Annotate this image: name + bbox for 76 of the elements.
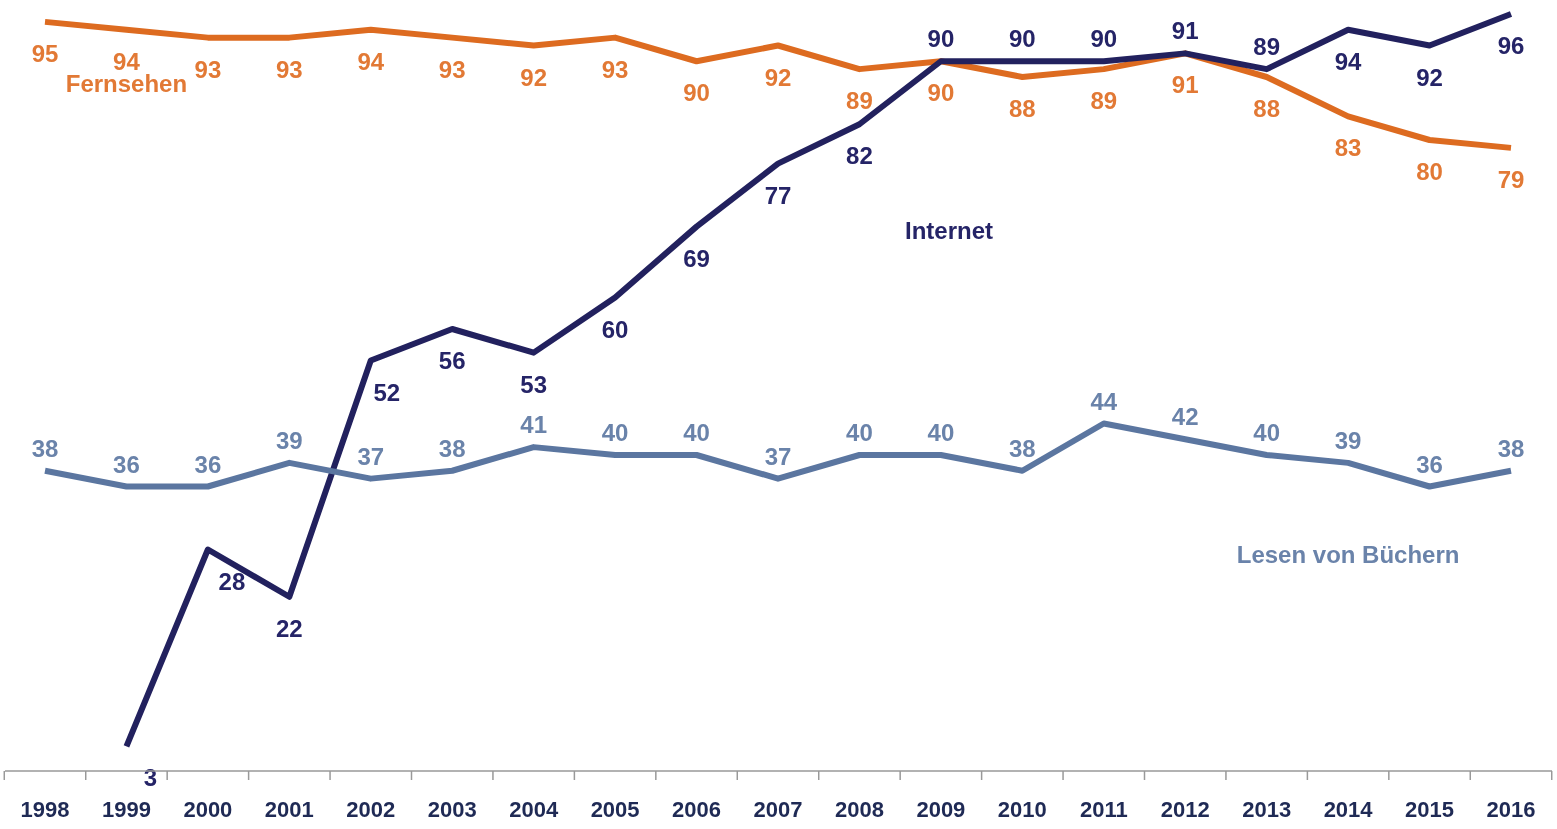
data-label: 92 [764,63,792,91]
data-label: 88 [1008,95,1036,122]
data-label: 44 [1090,387,1118,415]
x-tick-label: 2007 [753,797,803,822]
data-label: 28 [218,567,246,595]
data-label: 93 [601,55,629,83]
data-label: 36 [1416,450,1443,478]
data-label: 37 [764,442,792,470]
data-label: 90 [1008,25,1036,53]
data-label: 60 [601,315,629,343]
data-label: 89 [1090,87,1118,115]
x-tick-label: 2003 [427,797,477,822]
data-label: 92 [1416,63,1443,91]
x-tick-label: 2001 [264,797,314,822]
data-label: 89 [846,87,873,115]
data-label: 40 [683,419,710,446]
text: Internet [905,217,994,245]
x-tick-label: 2006 [672,797,722,822]
data-label: 3 [143,764,158,792]
x-tick-label: 1998 [20,797,70,822]
data-label: 83 [1334,134,1362,162]
data-label: 41 [520,411,548,439]
data-label: 38 [1008,434,1036,462]
data-label: 56 [438,347,466,374]
data-label: 36 [113,450,140,478]
x-tick-label: 2011 [1079,797,1128,822]
data-label: 42 [1171,403,1199,431]
x-tick-label: 2010 [997,797,1047,822]
x-tick-label: 2013 [1242,797,1292,822]
data-label: 77 [764,181,792,209]
data-label: 90 [1090,25,1118,53]
data-label: 53 [520,370,548,398]
data-label: 93 [275,55,303,83]
x-tick-label: 2015 [1405,797,1455,822]
data-label: 39 [275,426,303,454]
data-label: 90 [927,25,955,53]
data-label: 36 [194,450,222,478]
x-tick-label: 2008 [834,797,884,822]
data-label: 91 [1171,17,1199,45]
data-label: 38 [1497,434,1525,462]
data-label: 88 [1253,95,1281,122]
x-tick-label: 2000 [183,797,233,822]
data-label: 94 [357,47,385,75]
x-tick-label: 2014 [1323,797,1374,822]
data-label: 40 [601,419,629,446]
data-label: 39 [1334,426,1362,454]
data-label: 38 [438,434,466,462]
data-label: 96 [1497,32,1525,59]
data-label: 52 [373,378,401,406]
x-tick-label: 2004 [509,797,559,822]
data-label: 38 [31,434,59,462]
x-tick-label: 1999 [101,797,151,822]
data-label: 79 [1497,165,1525,193]
data-label: 92 [520,63,548,91]
data-label: 40 [846,419,873,446]
data-label: 91 [1171,71,1199,99]
data-label: 90 [683,79,710,107]
x-tick-label: 2002 [346,797,396,822]
data-label: 90 [927,79,955,107]
x-tick-label: 2009 [916,797,966,822]
data-label: 40 [1253,419,1281,446]
data-label: 80 [1416,158,1443,185]
data-label: 94 [1334,47,1363,75]
x-tick-label: 2016 [1486,797,1536,822]
data-label: 95 [31,39,59,67]
data-label: 93 [438,55,466,83]
text: Lesen von Büchern [1236,540,1460,568]
x-tick-label: 2005 [590,797,640,822]
data-label: 40 [927,419,955,446]
data-label: 22 [275,614,303,642]
data-label: 89 [1253,33,1281,61]
x-tick-label: 2012 [1160,797,1210,822]
data-label: 69 [683,244,710,272]
data-label: 93 [194,55,222,83]
data-label: 82 [846,142,873,170]
data-label: 37 [357,442,385,470]
